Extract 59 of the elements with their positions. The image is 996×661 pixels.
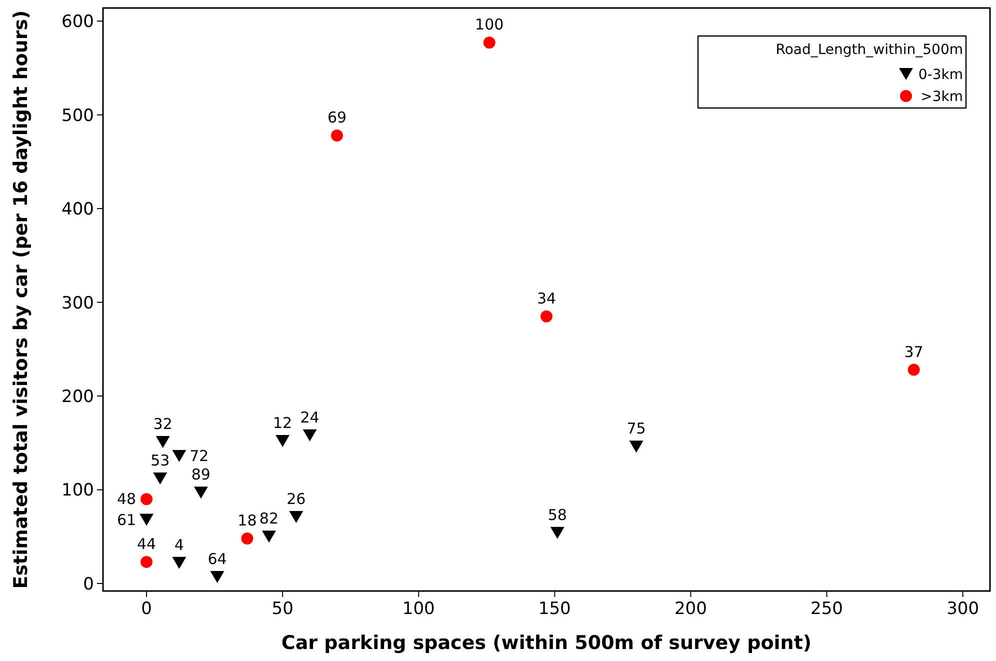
y-tick-label: 200 [62, 386, 94, 407]
point [153, 472, 168, 485]
annotation: 34 [536, 289, 556, 308]
point [140, 514, 154, 526]
y-axis-title: Estimated total visitors by car (per 16 daylight hours) [10, 10, 32, 589]
annotation: 44 [136, 534, 156, 553]
point [140, 556, 153, 568]
point [330, 129, 343, 142]
point [276, 435, 290, 448]
point [908, 364, 920, 376]
annotation: 69 [327, 108, 347, 126]
annotation: 100 [475, 16, 504, 34]
annotation: 75 [626, 420, 646, 438]
point [140, 493, 153, 506]
y-tick-label: 300 [62, 293, 94, 314]
annotation: 26 [286, 490, 306, 508]
annotation: 82 [259, 510, 279, 528]
annotation: 58 [548, 506, 567, 524]
annotation: 4 [174, 536, 184, 554]
y-tick-label: 400 [62, 200, 94, 220]
point [262, 530, 276, 543]
x-tick-label: 200 [674, 599, 707, 619]
annotation: 48 [116, 490, 136, 508]
y-tick-label: 500 [62, 106, 94, 126]
annotation: 32 [153, 414, 172, 433]
x-tick-label: 50 [272, 599, 294, 619]
annotation: 53 [150, 452, 170, 470]
legend-label: >3km [920, 88, 963, 105]
point [156, 436, 170, 448]
x-tick-label: 250 [810, 599, 843, 619]
annotation: 64 [208, 550, 227, 568]
point [289, 510, 304, 523]
point [550, 526, 564, 539]
point [172, 450, 186, 462]
annotation: 61 [116, 510, 136, 529]
annotation: 72 [190, 447, 209, 466]
annotation: 18 [238, 512, 257, 530]
y-tick-label: 0 [83, 574, 94, 594]
point [172, 556, 186, 569]
annotation: 24 [300, 408, 320, 426]
x-tick-label: 100 [402, 599, 435, 619]
x-tick-label: 150 [538, 599, 571, 619]
point [210, 570, 224, 583]
point [540, 310, 552, 322]
legend-label: 0-3km [918, 66, 963, 83]
annotation: 37 [904, 342, 924, 361]
point [483, 36, 496, 49]
point [194, 486, 208, 499]
legend-title: Road_Length_within_500m [776, 42, 963, 58]
x-tick-label: 300 [946, 599, 980, 619]
annotation: 12 [273, 414, 292, 432]
x-axis-title: Car parking spaces (within 500m of survey point) [281, 632, 812, 654]
point [241, 532, 254, 545]
y-tick-label: 100 [62, 480, 94, 501]
y-tick-label: 600 [62, 12, 94, 32]
x-tick-label: 0 [141, 599, 152, 619]
annotation: 89 [191, 466, 210, 484]
point [302, 429, 317, 442]
point [629, 440, 644, 453]
